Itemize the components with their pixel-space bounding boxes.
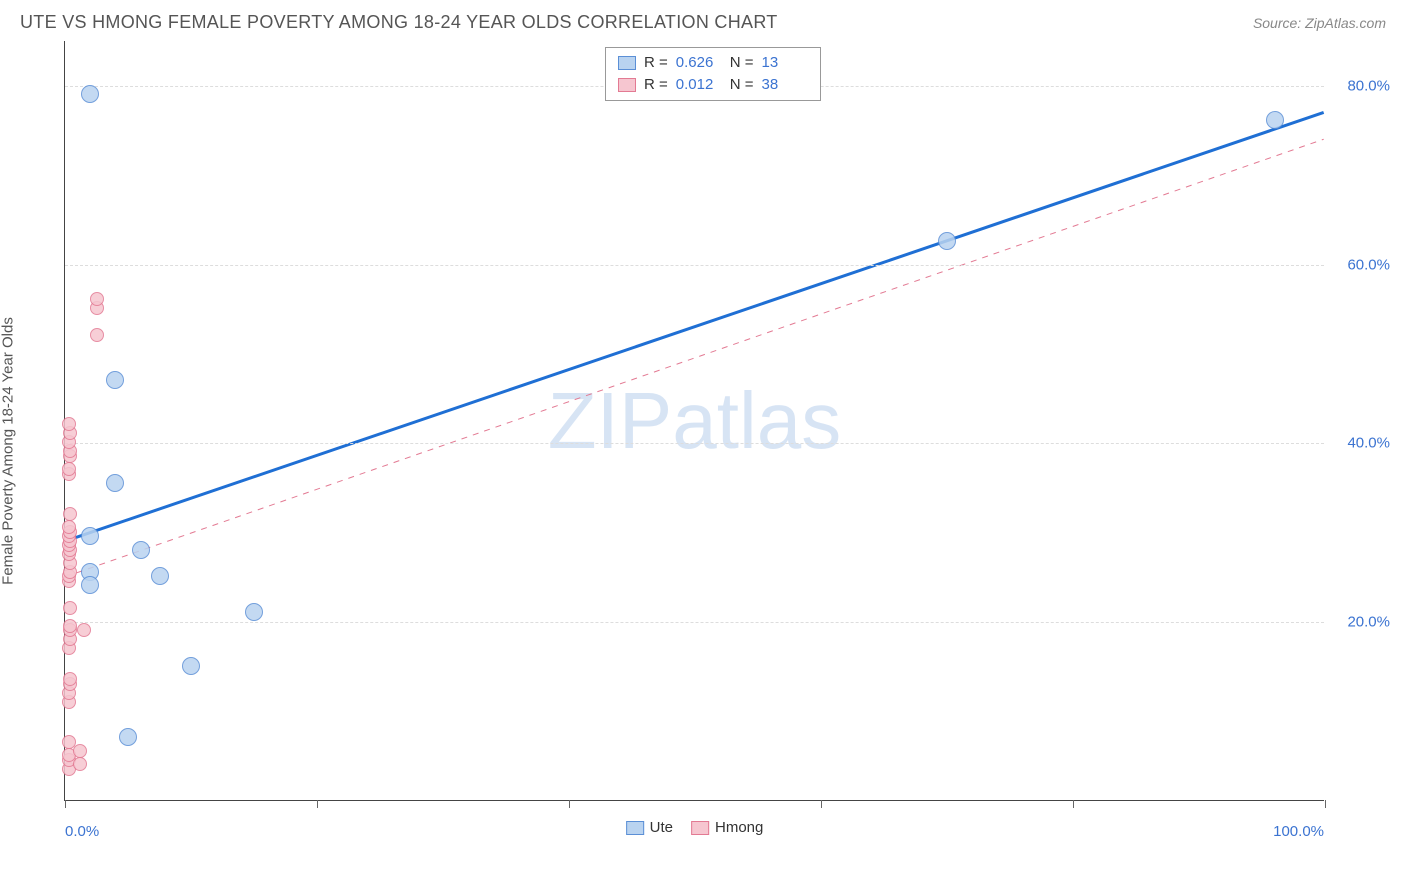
data-point — [90, 292, 104, 306]
trend-line — [65, 139, 1323, 577]
gridline — [65, 622, 1324, 623]
legend-item: Hmong — [691, 819, 763, 836]
x-tick — [821, 800, 822, 808]
y-tick-label: 40.0% — [1347, 435, 1390, 452]
legend-r-label: R = — [644, 52, 668, 74]
chart-area: Female Poverty Among 18-24 Year Olds ZIP… — [16, 41, 1390, 861]
gridline — [65, 265, 1324, 266]
legend-r-value: 0.626 — [676, 52, 722, 74]
data-point — [938, 232, 956, 250]
data-point — [62, 462, 76, 476]
legend-n-value: 13 — [762, 52, 808, 74]
legend-row: R = 0.626 N = 13 — [618, 52, 808, 74]
data-point — [77, 623, 91, 637]
trend-lines — [65, 41, 1324, 800]
trend-line — [65, 112, 1323, 541]
x-tick — [569, 800, 570, 808]
legend-correlation: R = 0.626 N = 13 R = 0.012 N = 38 — [605, 47, 821, 101]
legend-n-value: 38 — [762, 74, 808, 96]
legend-n-label: N = — [730, 52, 754, 74]
chart-source: Source: ZipAtlas.com — [1253, 15, 1386, 31]
data-point — [151, 567, 169, 585]
legend-label: Ute — [650, 819, 673, 836]
data-point — [106, 371, 124, 389]
legend-swatch — [691, 821, 709, 835]
data-point — [119, 728, 137, 746]
x-tick-label: 100.0% — [1273, 823, 1324, 840]
x-tick — [65, 800, 66, 808]
data-point — [63, 507, 77, 521]
legend-label: Hmong — [715, 819, 763, 836]
legend-swatch — [618, 78, 636, 92]
legend-r-value: 0.012 — [676, 74, 722, 96]
data-point — [63, 601, 77, 615]
data-point — [62, 417, 76, 431]
y-tick-label: 20.0% — [1347, 614, 1390, 631]
legend-row: R = 0.012 N = 38 — [618, 74, 808, 96]
chart-header: UTE VS HMONG FEMALE POVERTY AMONG 18-24 … — [0, 0, 1406, 41]
data-point — [245, 603, 263, 621]
data-point — [1266, 111, 1284, 129]
legend-n-label: N = — [730, 74, 754, 96]
data-point — [63, 619, 77, 633]
x-tick-label: 0.0% — [65, 823, 99, 840]
plot-region: ZIPatlas 20.0%40.0%60.0%80.0%0.0%100.0% … — [64, 41, 1324, 801]
x-tick — [1073, 800, 1074, 808]
data-point — [81, 85, 99, 103]
legend-swatch — [626, 821, 644, 835]
y-tick-label: 80.0% — [1347, 77, 1390, 94]
data-point — [106, 474, 124, 492]
data-point — [81, 527, 99, 545]
x-tick — [1325, 800, 1326, 808]
legend-series: Ute Hmong — [626, 819, 764, 836]
data-point — [73, 757, 87, 771]
data-point — [63, 672, 77, 686]
legend-swatch — [618, 56, 636, 70]
data-point — [182, 657, 200, 675]
data-point — [62, 520, 76, 534]
data-point — [73, 744, 87, 758]
data-point — [90, 328, 104, 342]
x-tick — [317, 800, 318, 808]
y-tick-label: 60.0% — [1347, 256, 1390, 273]
data-point — [132, 541, 150, 559]
legend-item: Ute — [626, 819, 673, 836]
chart-title: UTE VS HMONG FEMALE POVERTY AMONG 18-24 … — [20, 12, 778, 33]
legend-r-label: R = — [644, 74, 668, 96]
gridline — [65, 443, 1324, 444]
data-point — [81, 576, 99, 594]
y-axis-label: Female Poverty Among 18-24 Year Olds — [0, 317, 17, 585]
